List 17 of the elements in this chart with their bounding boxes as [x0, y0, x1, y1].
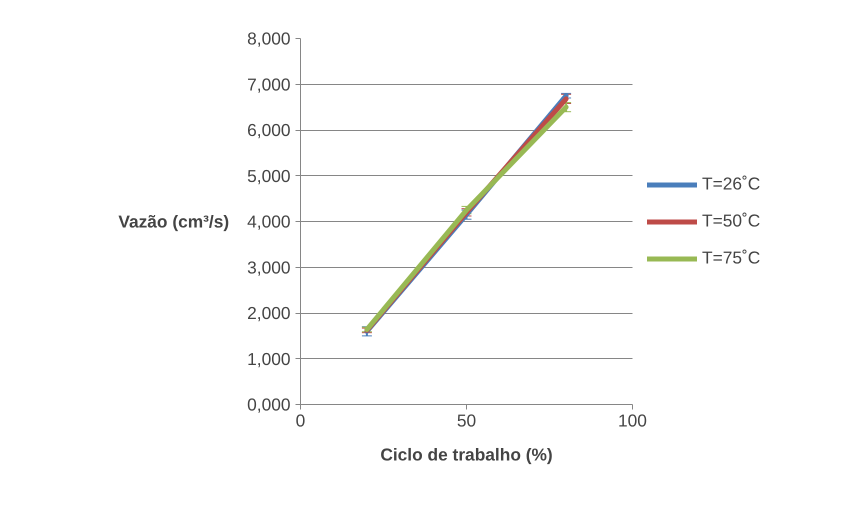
- y-tick-label: 2,000: [247, 303, 291, 323]
- y-tick-label: 5,000: [247, 166, 291, 186]
- y-tick-label: 0,000: [247, 394, 291, 414]
- legend-label: T=75˚C: [702, 248, 760, 268]
- legend-label: T=50˚C: [702, 210, 760, 232]
- y-tick-label: 3,000: [247, 257, 291, 278]
- y-tick-label: 4,000: [247, 212, 291, 232]
- x-tick-label: 100: [618, 410, 647, 430]
- x-tick-label: 0: [296, 410, 306, 430]
- y-tick-label: 6,000: [247, 120, 291, 140]
- legend-label: T=26˚C: [702, 174, 760, 194]
- x-axis-title: Ciclo de trabalho (%): [380, 444, 553, 464]
- x-tick-label: 50: [456, 410, 476, 430]
- y-tick-label: 1,000: [247, 348, 291, 369]
- y-tick-label: 7,000: [247, 74, 291, 94]
- y-tick-label: 8,000: [247, 28, 291, 48]
- y-axis-title: Vazão (cm³/s): [118, 212, 230, 232]
